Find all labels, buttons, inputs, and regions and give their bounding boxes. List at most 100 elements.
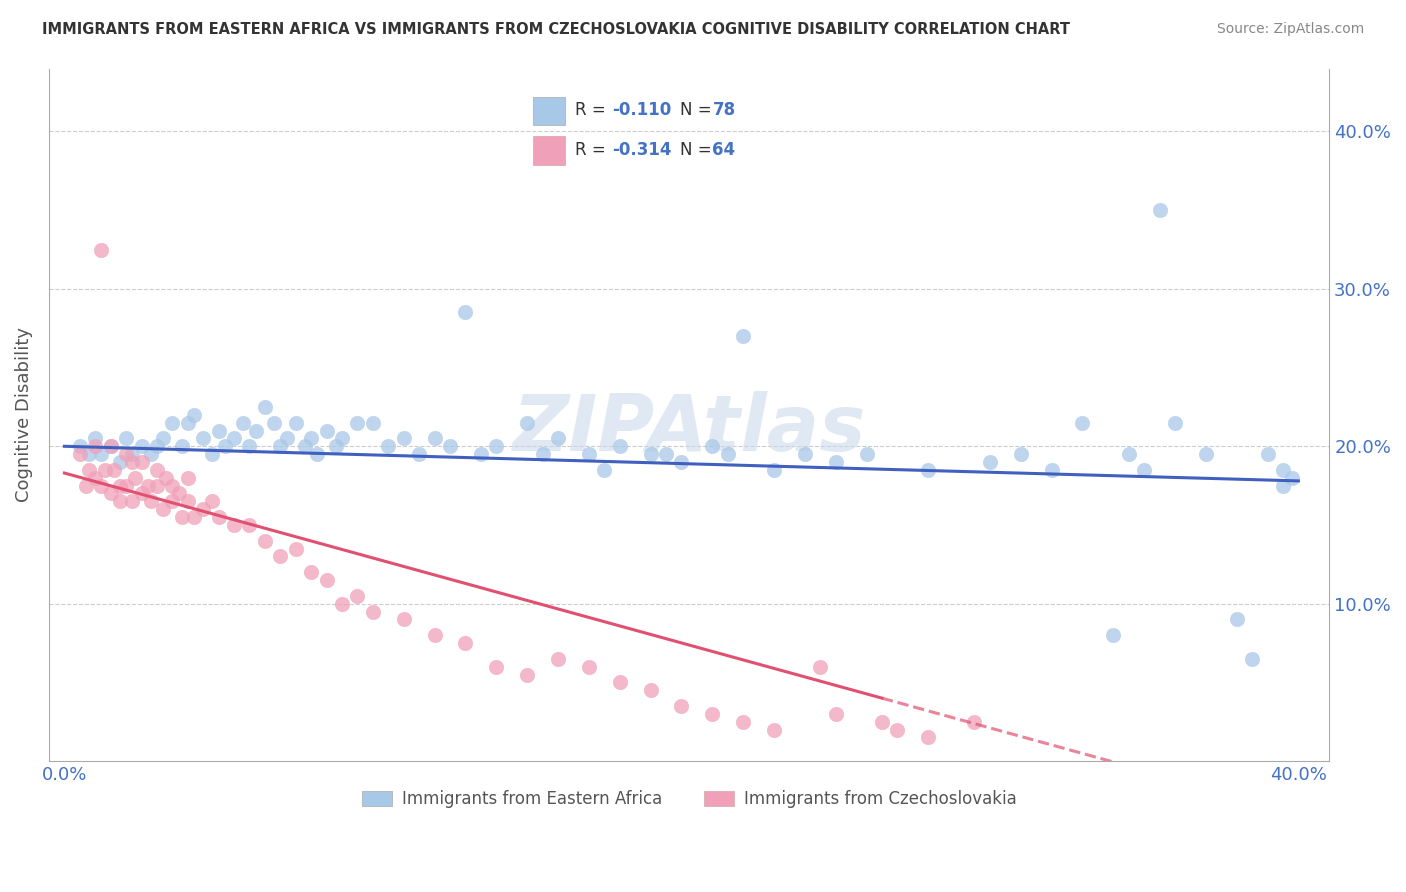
Point [762,463,785,477]
Point [69,439,91,453]
Point [733,329,755,343]
Point [146,478,169,492]
Point [139,494,162,508]
Point [152,502,174,516]
Point [330,431,353,445]
Point [263,416,285,430]
Point [470,447,492,461]
Point [201,447,224,461]
Point [131,455,153,469]
Point [979,455,1001,469]
Point [108,455,131,469]
Point [222,431,245,445]
Point [208,424,231,438]
Point [84,439,107,453]
Point [77,447,100,461]
Point [152,431,174,445]
Point [177,471,200,485]
Point [170,510,193,524]
Point [115,478,138,492]
Point [824,455,846,469]
Point [276,431,298,445]
Point [485,659,508,673]
Point [516,416,538,430]
Point [201,494,224,508]
Point [284,541,307,556]
Point [454,636,477,650]
Point [671,455,693,469]
Point [183,408,205,422]
Point [307,447,329,461]
Point [84,431,107,445]
Legend: Immigrants from Eastern Africa, Immigrants from Czechoslovakia: Immigrants from Eastern Africa, Immigran… [356,784,1024,815]
Point [1195,447,1218,461]
Point [1272,478,1295,492]
Point [1241,652,1264,666]
Point [1226,612,1249,626]
Point [325,439,347,453]
Point [100,486,122,500]
Point [253,400,276,414]
Point [284,416,307,430]
Point [1257,447,1279,461]
Point [269,549,291,564]
Point [253,533,276,548]
Point [423,628,446,642]
Point [609,439,631,453]
Point [103,463,125,477]
Point [208,510,231,524]
Point [146,439,169,453]
Point [146,463,169,477]
Point [640,447,662,461]
Point [439,439,461,453]
Point [77,463,100,477]
Point [485,439,508,453]
Point [1040,463,1063,477]
Point [162,494,184,508]
Point [167,486,190,500]
Point [299,431,322,445]
Point [361,605,384,619]
Point [75,478,97,492]
Point [531,447,554,461]
Point [1272,463,1295,477]
Point [963,714,986,729]
Point [238,518,260,533]
Text: ZIPAtlas: ZIPAtlas [512,391,866,467]
Point [733,714,755,729]
Point [162,478,184,492]
Point [115,431,138,445]
Point [671,698,693,713]
Point [121,455,143,469]
Point [702,439,724,453]
Point [1118,447,1140,461]
Point [454,305,477,319]
Point [593,463,616,477]
Point [578,659,600,673]
Point [793,447,815,461]
Text: IMMIGRANTS FROM EASTERN AFRICA VS IMMIGRANTS FROM CZECHOSLOVAKIA COGNITIVE DISAB: IMMIGRANTS FROM EASTERN AFRICA VS IMMIGR… [42,22,1070,37]
Point [392,612,415,626]
Point [162,416,184,430]
Y-axis label: Cognitive Disability: Cognitive Disability [15,327,32,502]
Point [547,431,569,445]
Point [346,416,368,430]
Point [183,510,205,524]
Point [90,243,112,257]
Point [90,478,112,492]
Point [238,439,260,453]
Point [108,494,131,508]
Point [177,494,200,508]
Point [330,597,353,611]
Point [392,431,415,445]
Text: Source: ZipAtlas.com: Source: ZipAtlas.com [1216,22,1364,37]
Point [717,447,740,461]
Point [408,447,430,461]
Point [762,723,785,737]
Point [516,667,538,681]
Point [69,447,91,461]
Point [655,447,678,461]
Point [1149,203,1171,218]
Point [139,447,162,461]
Point [100,439,122,453]
